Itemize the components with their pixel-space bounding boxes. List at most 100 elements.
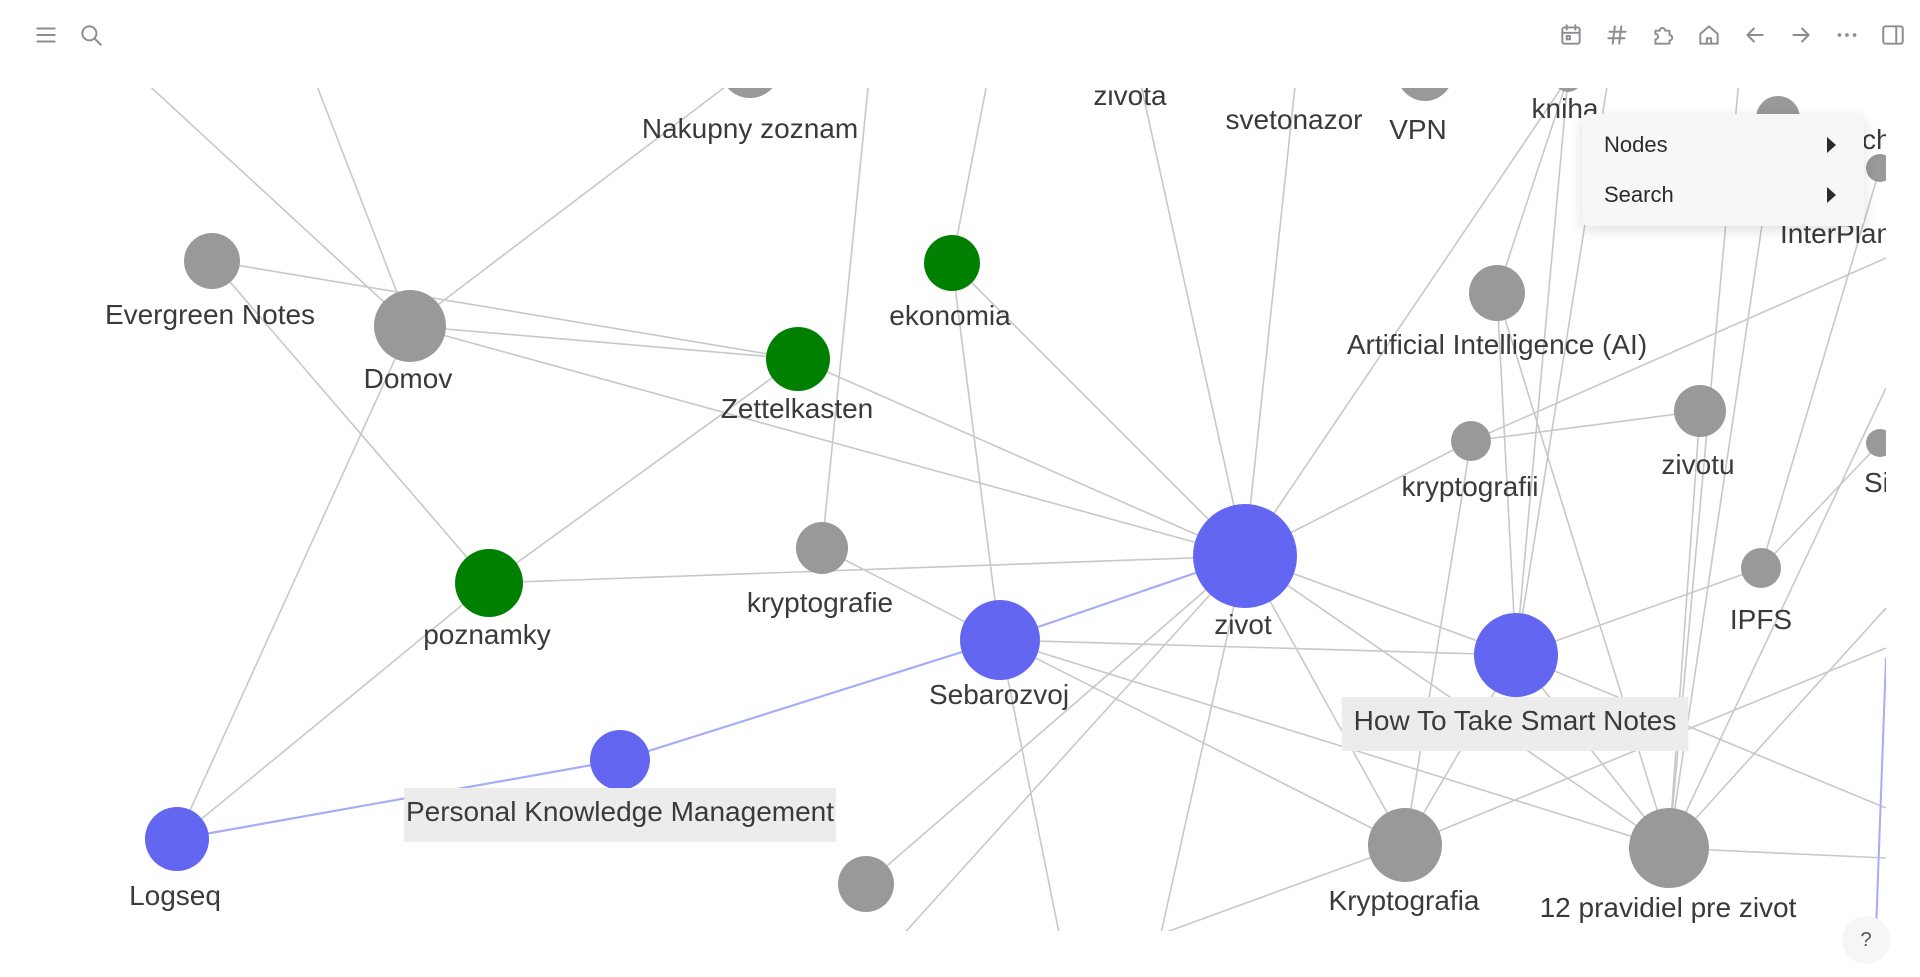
graph-node-logseq[interactable] <box>145 807 209 871</box>
graph-node-label-kryptografia: Kryptografia <box>1329 885 1480 916</box>
more-icon[interactable] <box>1829 18 1865 52</box>
search-icon[interactable] <box>73 18 109 52</box>
graph-node-label-ch: ch <box>1862 124 1886 155</box>
graph-node-poznamky[interactable] <box>455 549 523 617</box>
graph-edge <box>951 262 1001 641</box>
graph-node-label-pkm: Personal Knowledge Management <box>406 796 834 827</box>
graph-node-kniha[interactable] <box>1554 88 1582 92</box>
graph-node-bottomgray[interactable] <box>838 856 894 912</box>
menu-item-nodes-label: Nodes <box>1604 132 1668 157</box>
graph-edge <box>1760 442 1881 569</box>
graph-node-label-ai: Artificial Intelligence (AI) <box>1347 329 1647 360</box>
menu-item-search-label: Search <box>1604 182 1674 207</box>
graph-node-label-sebarozvoj: Sebarozvoj <box>929 679 1069 710</box>
graph-node-label-vpn: VPN <box>1389 114 1447 145</box>
graph-node-ekonomia[interactable] <box>924 235 980 291</box>
graph-edge <box>211 260 799 360</box>
graph-label-highlight <box>1341 697 1689 751</box>
graph-view[interactable]: Nakupny zoznam zivota svetonazor VPN kniha ch… <box>0 88 1886 931</box>
graph-node-label-smartnotes: How To Take Smart Notes <box>1354 705 1677 736</box>
calendar-icon[interactable] <box>1553 18 1589 52</box>
graph-node-pravidiel[interactable] <box>1629 808 1709 888</box>
graph-node-zettelkasten[interactable] <box>766 327 830 391</box>
graph-edge <box>865 555 1246 885</box>
graph-node-label-kryptografii: kryptografii <box>1402 471 1539 502</box>
menu-item-search[interactable]: Search <box>1582 170 1864 220</box>
graph-node-domov[interactable] <box>374 290 446 362</box>
graph-node-kryptografii[interactable] <box>1451 421 1491 461</box>
graph-edge <box>1496 88 1566 294</box>
help-button[interactable]: ? <box>1842 916 1890 964</box>
graph-edge <box>1496 292 1517 656</box>
graph-node-vpn[interactable] <box>1397 88 1453 101</box>
graph-edge <box>176 582 490 840</box>
graph-node-ai[interactable] <box>1469 265 1525 321</box>
graph-node-label-si: Si <box>1864 467 1886 498</box>
submenu-caret-icon <box>1827 137 1836 153</box>
graph-node-pkm[interactable] <box>590 730 650 790</box>
graph-node-label-logseq: Logseq <box>129 880 221 911</box>
graph-node-nakupny[interactable] <box>720 88 780 98</box>
arrow-right-icon[interactable] <box>1783 18 1819 52</box>
arrow-left-icon[interactable] <box>1737 18 1773 52</box>
graph-edge <box>488 358 799 584</box>
graph-label-highlight <box>404 788 836 842</box>
graph-edge <box>999 639 1517 656</box>
graph-edge <box>797 358 1246 557</box>
graph-node-label-ekonomia: ekonomia <box>889 300 1011 331</box>
graph-node-label-zivotu: zivotu <box>1661 449 1734 480</box>
home-icon[interactable] <box>1691 18 1727 52</box>
graph-node-label-nakupny: Nakupny zoznam <box>642 113 858 144</box>
graph-node-kryptografie[interactable] <box>796 522 848 574</box>
graph-edge <box>316 88 411 327</box>
graph-node-zivotu[interactable] <box>1674 385 1726 437</box>
graph-edge <box>1160 555 1246 931</box>
puzzle-icon[interactable] <box>1645 18 1681 52</box>
graph-edge <box>999 639 1406 846</box>
graph-node-interplanetary[interactable] <box>1866 154 1886 182</box>
graph-node-evergreen[interactable] <box>184 233 240 289</box>
graph-node-label-zivota: zivota <box>1093 88 1167 111</box>
graph-edge <box>905 555 1246 931</box>
graph-edge <box>488 555 1246 584</box>
graph-edge-highlight <box>619 638 1001 762</box>
graph-node-label-svetonazor: svetonazor <box>1226 104 1363 135</box>
graph-node-si[interactable] <box>1866 429 1886 457</box>
top-toolbar <box>0 0 1920 72</box>
menu-icon[interactable] <box>28 18 64 52</box>
graph-node-ipfs[interactable] <box>1741 548 1781 588</box>
context-menu: Nodes Search <box>1582 114 1864 226</box>
graph-node-zivot[interactable] <box>1193 504 1297 608</box>
graph-edge <box>821 88 869 549</box>
graph-node-label-evergreen: Evergreen Notes <box>105 299 315 330</box>
graph-edge <box>150 88 411 327</box>
graph-edge <box>1515 567 1762 656</box>
graph-edge-highlight <box>176 758 621 841</box>
graph-edge <box>1515 88 1568 656</box>
graph-node-label-domov: Domov <box>364 363 453 394</box>
graph-node-kryptografia[interactable] <box>1368 808 1442 882</box>
sidebar-toggle-icon[interactable] <box>1875 18 1911 52</box>
graph-node-smartnotes[interactable] <box>1474 613 1558 697</box>
graph-node-sebarozvoj[interactable] <box>960 600 1040 680</box>
graph-node-label-zettelkasten: Zettelkasten <box>721 393 874 424</box>
graph-edge <box>1515 654 1886 809</box>
graph-edge-highlight <box>1875 657 1886 931</box>
graph-edge <box>1166 844 1406 931</box>
graph-node-label-pravidiel: 12 pravidiel pre zivot <box>1540 892 1797 923</box>
graph-node-label-kryptografie: kryptografie <box>747 587 893 618</box>
graph-edge <box>1244 555 1406 846</box>
graph-edge <box>1470 257 1886 442</box>
graph-nodes[interactable] <box>145 88 1886 912</box>
graph-edge <box>1668 387 1886 849</box>
submenu-caret-icon <box>1827 187 1836 203</box>
menu-item-nodes[interactable]: Nodes <box>1582 120 1864 170</box>
graph-node-label-ipfs: IPFS <box>1730 604 1792 635</box>
graph-edge <box>409 88 725 327</box>
graph-edge <box>1668 410 1701 849</box>
graph-edge <box>999 639 1060 931</box>
graph-node-label-zivot: zivot <box>1214 609 1272 640</box>
hashtag-icon[interactable] <box>1599 18 1635 52</box>
